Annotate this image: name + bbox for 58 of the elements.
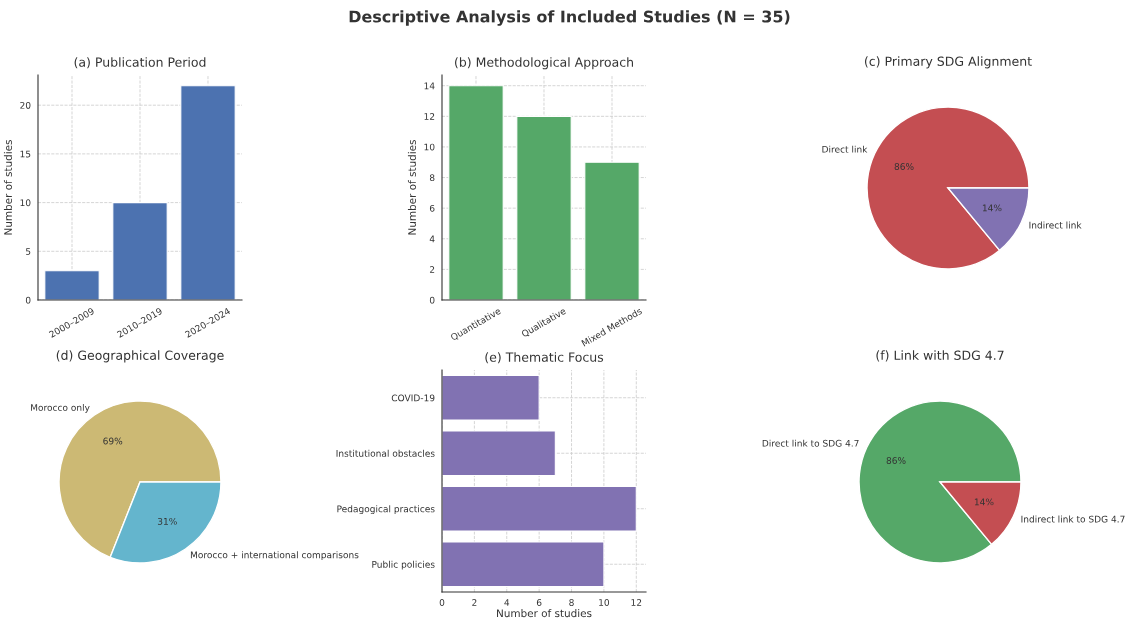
- data-label: 31%: [157, 517, 177, 525]
- y-tick-label: Pedagogical practices: [337, 505, 435, 515]
- y-tick-label: Public policies: [372, 560, 435, 570]
- y-tick-label: 10: [20, 199, 31, 207]
- y-tick-label: COVID-19: [391, 394, 435, 402]
- chart-title: (f) Link with SDG 4.7: [876, 350, 1004, 362]
- chart-title: (b) Methodological Approach: [455, 57, 633, 70]
- y-tick-label: 4: [429, 235, 435, 243]
- x-tick-label: 12: [631, 599, 642, 606]
- slice-label: Morocco only: [31, 403, 90, 413]
- bar: [584, 161, 640, 300]
- pie-slice: [866, 106, 1030, 270]
- y-axis-title: Number of studies: [407, 140, 416, 235]
- x-axis-title: Number of studies: [497, 609, 592, 618]
- y-tick-label: 5: [26, 248, 31, 255]
- data-label: 14%: [974, 498, 994, 506]
- bar: [44, 270, 100, 300]
- text: Descriptive Analysis of Included Studies (N = 35): [349, 10, 790, 26]
- bar: [442, 430, 556, 477]
- y-tick-label: 2: [429, 266, 435, 273]
- y-tick-label: 20: [20, 101, 31, 109]
- bar: [442, 541, 605, 588]
- y-tick-label: 15: [20, 150, 31, 158]
- bar: [442, 374, 540, 421]
- x-tick-label: 0: [439, 599, 445, 606]
- data-label: 86%: [886, 457, 906, 464]
- slice-label: Indirect link: [1029, 221, 1082, 229]
- y-tick-label: 0: [25, 296, 31, 304]
- bar: [180, 85, 236, 300]
- y-tick-label: Institutional obstacles: [336, 449, 435, 457]
- slice-label: Direct link to SDG 4.7: [762, 439, 859, 447]
- y-tick-label: 14: [424, 82, 435, 90]
- chart-title: (d) Geographical Coverage: [56, 350, 224, 363]
- data-label: 86%: [894, 163, 914, 170]
- x-tick-label: 6: [536, 599, 542, 606]
- y-tick-label: 12: [424, 113, 435, 120]
- bar: [448, 85, 504, 300]
- x-tick-label: 4: [504, 599, 510, 606]
- x-tick-label: 8: [569, 599, 574, 606]
- chart-title: (a) Publication Period: [74, 57, 206, 69]
- slice-label: Morocco + international comparisons: [190, 551, 359, 561]
- x-tick-label: 2: [472, 599, 477, 606]
- slice-label: Direct link: [822, 145, 868, 153]
- bar: [112, 202, 168, 300]
- y-tick-label: 10: [424, 143, 435, 151]
- y-axis-title: Number of studies: [3, 140, 12, 235]
- y-tick-label: 8: [429, 174, 435, 182]
- slice-label: Indirect link to SDG 4.7: [1021, 515, 1125, 523]
- bar: [516, 115, 572, 300]
- chart-title: (c) Primary SDG Alignment: [865, 56, 1032, 69]
- data-label: 69%: [103, 437, 123, 445]
- y-tick-label: 6: [429, 204, 435, 212]
- data-label: 14%: [982, 204, 1002, 212]
- y-tick-label: 0: [429, 296, 435, 304]
- bar: [442, 485, 637, 532]
- pie-slice: [858, 400, 1022, 564]
- x-tick-label: 10: [599, 599, 610, 606]
- chart-title: (e) Thematic Focus: [485, 352, 604, 364]
